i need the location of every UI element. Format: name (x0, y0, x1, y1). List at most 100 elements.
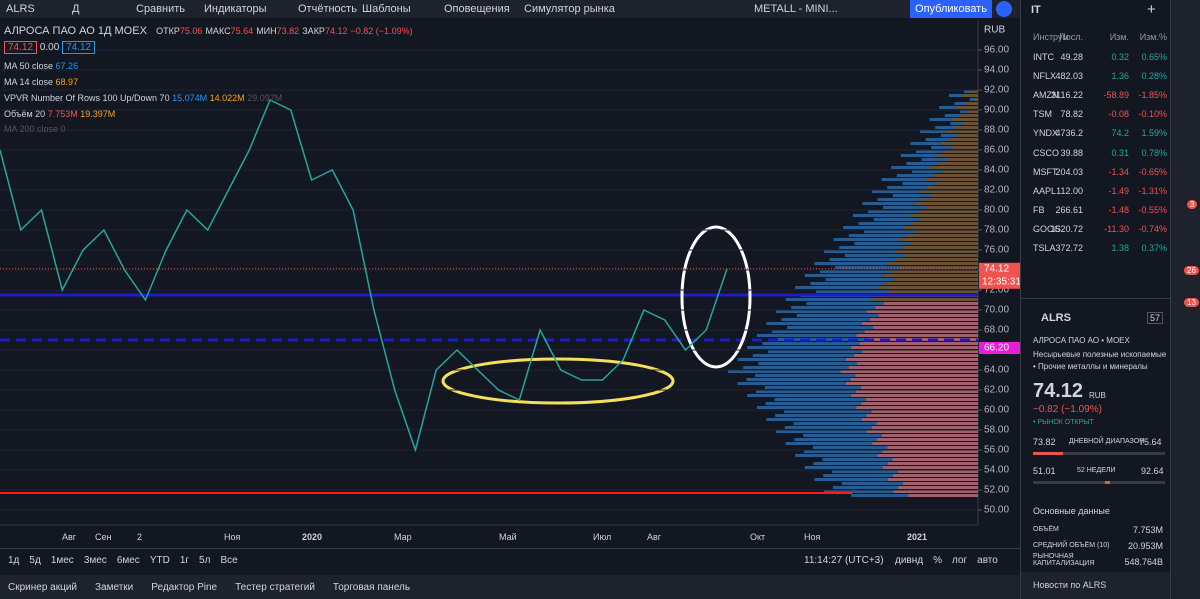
profile-row (871, 410, 978, 413)
profile-row (766, 322, 862, 325)
ticker[interactable]: AAPL (1033, 185, 1057, 196)
y-tick-label: 62.00 (984, 385, 1009, 396)
cell: 39.88 (1060, 147, 1083, 158)
stat-label: РЫНОЧНАЯ КАПИТАЛИЗАЦИЯ (1033, 553, 1095, 567)
x-tick-label: Ноя (804, 532, 821, 542)
volume-profile (728, 90, 978, 497)
ticker[interactable]: MSFT (1033, 166, 1058, 177)
axis-option[interactable]: авто (977, 555, 998, 566)
cell: 0.28% (1141, 71, 1167, 82)
profile-row (887, 186, 929, 189)
legend-label: ЗАКР (302, 26, 325, 36)
profile-row (928, 186, 978, 189)
profile-row (861, 402, 978, 405)
ticker[interactable]: YNDX (1033, 128, 1059, 139)
profile-row (776, 310, 867, 313)
y-tick-label: 72.00 (984, 285, 1009, 296)
profile-row (946, 130, 978, 133)
bottom-tab[interactable]: Тестер стратегий (235, 582, 315, 593)
ticker[interactable]: NFLX (1033, 71, 1057, 82)
play-button[interactable] (996, 1, 1012, 17)
profile-row (775, 414, 867, 417)
ticker[interactable]: TSLA (1033, 243, 1056, 253)
timeframe[interactable]: 5д (29, 555, 41, 566)
profile-row (872, 298, 978, 301)
profile-row (909, 214, 978, 217)
axis-option[interactable]: дивнд (895, 555, 924, 566)
timeframe[interactable]: 1г (179, 555, 190, 566)
tool[interactable]: Оповещения (444, 3, 510, 15)
profile-row (902, 182, 937, 185)
profile-row (888, 290, 978, 293)
level-tag-label: 66.20 (984, 343, 1009, 354)
x-tick-label: Ноя (224, 532, 241, 542)
y-tick-label: 76.00 (984, 245, 1009, 256)
timeframe[interactable]: 1д (8, 555, 20, 566)
profile-row (948, 94, 962, 97)
news-title[interactable]: Новости по ALRS (1033, 580, 1107, 590)
profile-row (903, 226, 978, 229)
timeframe[interactable]: Все (220, 555, 238, 566)
symbol[interactable]: ALRS (6, 3, 35, 15)
timeframe[interactable]: 6мес (116, 555, 140, 566)
legend-label: ОТКР (156, 26, 180, 36)
ticker[interactable]: TSM (1033, 109, 1052, 120)
profile-row (959, 114, 978, 117)
ask: 74.12 (62, 41, 96, 54)
profile-row (850, 378, 978, 381)
layout[interactable]: METALL - MINI... (754, 3, 838, 15)
axis-option[interactable]: лог (952, 555, 968, 566)
tool[interactable]: Индикаторы (204, 3, 267, 15)
timeframe[interactable]: 5л (199, 555, 211, 566)
ticker[interactable]: INTC (1033, 52, 1054, 62)
ticker[interactable]: FB (1033, 204, 1045, 215)
profile-row (814, 262, 889, 265)
profile-row (892, 194, 932, 197)
bottom-tab[interactable]: Редактор Pine (151, 582, 218, 593)
bid-ask: 74.12 0.00 74.12 (4, 41, 96, 54)
tool[interactable]: Шаблоны (362, 3, 411, 15)
indicator: Объём 20 7.753M 19.397M (4, 109, 115, 119)
bottom-tab[interactable]: Скринер акций (8, 582, 78, 593)
tool[interactable]: Симулятор рынка (524, 3, 615, 15)
profile-row (855, 390, 978, 393)
profile-row (962, 122, 978, 125)
add-button[interactable]: + (1147, 1, 1156, 18)
profile-row (860, 386, 978, 389)
range-high: 75.64 (1139, 437, 1162, 447)
x-tick-label: Мар (394, 532, 412, 542)
profile-row (851, 494, 909, 497)
indicator: MA 14 close 68.97 (4, 77, 78, 87)
ind-name: MA 50 close (4, 61, 54, 71)
timeframe[interactable]: 3мес (83, 555, 107, 566)
axis-option[interactable]: % (933, 555, 942, 566)
profile-row (896, 258, 978, 261)
profile-row (841, 482, 903, 485)
ticker[interactable]: GOOG (1033, 223, 1062, 234)
bottom-tab[interactable]: Торговая панель (332, 582, 411, 593)
profile-row (765, 402, 862, 405)
publish-button[interactable]: Опубликовать (910, 0, 992, 18)
ticker[interactable]: CSCO (1033, 147, 1060, 158)
detail-name: АЛРОСА ПАО АО • MOEX (1033, 336, 1130, 345)
y-tick-label: 56.00 (984, 445, 1009, 456)
profile-row (904, 254, 978, 257)
profile-row (803, 434, 882, 437)
tool[interactable]: Отчётность (298, 3, 357, 15)
watchlist-name[interactable]: IT (1031, 4, 1041, 16)
tool[interactable]: Сравнить (136, 3, 186, 15)
bottom-tab[interactable]: Заметки (95, 582, 134, 593)
ind-value: 7.753M (47, 109, 78, 119)
timeframe[interactable]: 1мес (50, 555, 74, 566)
profile-row (869, 318, 978, 321)
icon-column: 3 26 13 (1170, 0, 1200, 599)
profile-row (956, 106, 978, 109)
interval[interactable]: Д (72, 3, 80, 15)
profile-row (964, 90, 971, 93)
range-label: 52 НЕДЕЛИ (1077, 467, 1116, 474)
ticker[interactable]: AMZN (1033, 90, 1059, 101)
cell: -1.34 (1108, 166, 1129, 177)
cell: 0.65% (1141, 52, 1167, 62)
y-tick-label: 70.00 (984, 305, 1009, 316)
timeframe[interactable]: YTD (149, 555, 170, 566)
